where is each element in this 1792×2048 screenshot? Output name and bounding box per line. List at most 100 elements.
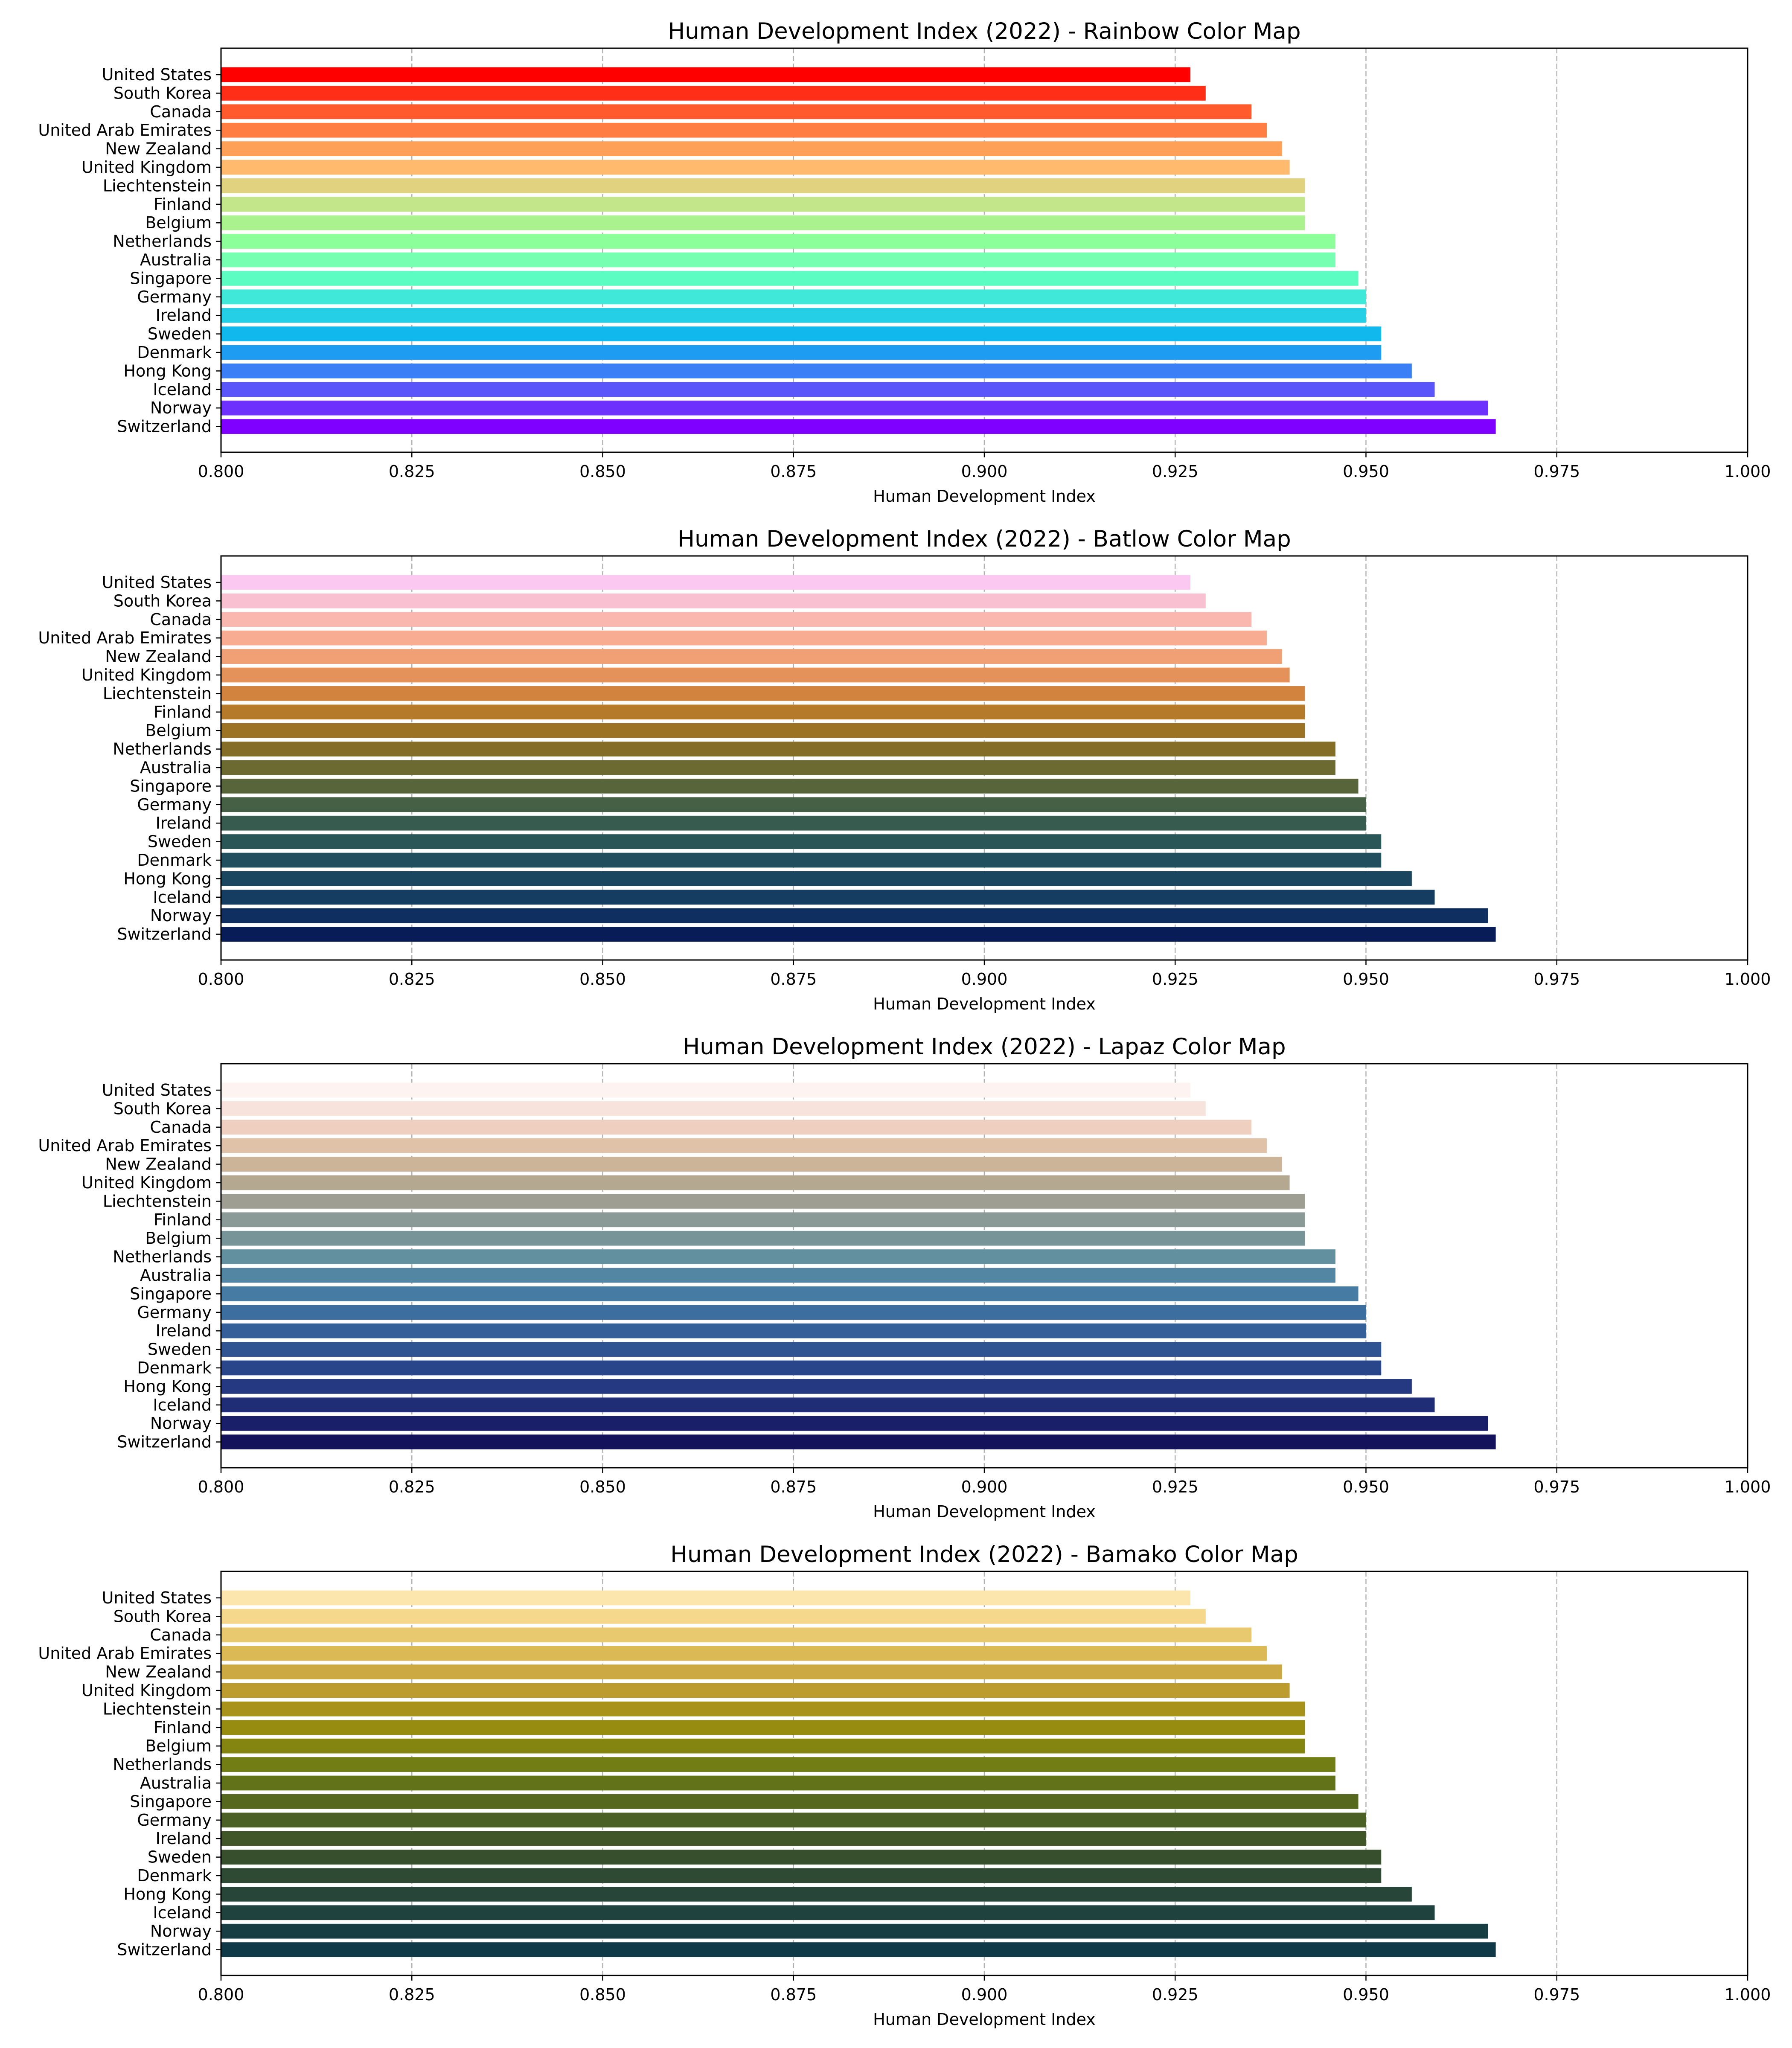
category-label: Iceland	[153, 380, 212, 399]
category-label: Sweden	[148, 1340, 212, 1359]
bar	[221, 1120, 1252, 1135]
category-label: Netherlands	[113, 1755, 212, 1774]
x-tick-label: 1.000	[1725, 462, 1771, 481]
bar	[221, 1379, 1412, 1394]
bar	[221, 1360, 1382, 1376]
bar	[221, 1609, 1206, 1624]
x-tick-label: 0.925	[1152, 462, 1199, 481]
bar	[221, 760, 1335, 775]
bar	[221, 400, 1488, 416]
category-label: Australia	[140, 758, 212, 777]
bar	[221, 1249, 1335, 1264]
category-label: Denmark	[137, 1866, 212, 1885]
category-label: New Zealand	[105, 647, 212, 666]
chart-title: Human Development Index (2022) - Bamako …	[670, 1542, 1298, 1568]
category-label: Liechtenstein	[103, 176, 212, 195]
category-label: Canada	[150, 1118, 212, 1137]
chart-title: Human Development Index (2022) - Rainbow…	[668, 18, 1300, 44]
bar	[221, 197, 1305, 212]
category-label: Liechtenstein	[103, 1699, 212, 1718]
category-label: South Korea	[113, 1099, 212, 1118]
x-tick-label: 0.825	[389, 1478, 435, 1496]
x-tick-label: 0.975	[1533, 970, 1580, 989]
category-label: Belgium	[145, 213, 212, 232]
bar	[221, 1850, 1382, 1865]
bar	[221, 1887, 1412, 1902]
bar	[221, 326, 1382, 341]
bar	[221, 1268, 1335, 1283]
category-label: United States	[102, 1588, 212, 1607]
category-label: Canada	[150, 1626, 212, 1644]
category-label: Finland	[154, 1210, 212, 1229]
category-label: Belgium	[145, 1229, 212, 1248]
bar	[221, 612, 1252, 627]
bar	[221, 252, 1335, 268]
category-label: Canada	[150, 610, 212, 629]
bar	[221, 1923, 1488, 1939]
chart-panel-3: Human Development Index (2022) - Lapaz C…	[38, 1034, 1771, 1521]
x-tick-label: 0.950	[1343, 1985, 1389, 2004]
bar	[221, 382, 1435, 397]
x-tick-label: 0.900	[961, 970, 1008, 989]
bar	[221, 890, 1435, 905]
bar	[221, 593, 1206, 608]
category-label: Belgium	[145, 721, 212, 740]
category-label: Singapore	[130, 1284, 212, 1303]
chart-title: Human Development Index (2022) - Batlow …	[678, 526, 1291, 552]
bar	[221, 1812, 1366, 1828]
category-label: United Arab Emirates	[38, 628, 212, 647]
bar	[221, 1905, 1435, 1920]
bar	[221, 575, 1191, 590]
category-label: United States	[102, 1081, 212, 1100]
bar	[221, 742, 1335, 756]
category-label: Iceland	[153, 1903, 212, 1922]
category-label: Sweden	[148, 325, 212, 343]
category-label: United Kingdom	[81, 1173, 212, 1192]
category-label: Australia	[140, 1266, 212, 1285]
x-tick-label: 0.800	[198, 1985, 244, 2004]
category-label: Liechtenstein	[103, 684, 212, 703]
x-tick-label: 0.950	[1343, 462, 1389, 481]
bar	[221, 1305, 1366, 1320]
bar	[221, 178, 1305, 193]
x-tick-label: 0.825	[389, 462, 435, 481]
x-axis-label: Human Development Index	[873, 2010, 1096, 2029]
bar	[221, 122, 1267, 138]
bar	[221, 1416, 1488, 1431]
category-label: Singapore	[130, 777, 212, 795]
category-label: Netherlands	[113, 232, 212, 251]
category-label: Hong Kong	[123, 361, 212, 380]
category-label: Germany	[137, 1303, 212, 1322]
bar	[221, 1286, 1359, 1301]
category-label: Hong Kong	[123, 869, 212, 888]
category-label: Denmark	[137, 1359, 212, 1377]
category-label: Norway	[150, 906, 212, 925]
bar	[221, 67, 1191, 82]
chart-panel-2: Human Development Index (2022) - Batlow …	[38, 526, 1771, 1013]
category-label: United Arab Emirates	[38, 1644, 212, 1663]
category-label: United Arab Emirates	[38, 121, 212, 140]
x-tick-label: 0.975	[1533, 462, 1580, 481]
category-label: Finland	[154, 195, 212, 214]
bar	[221, 908, 1488, 923]
bar	[221, 1702, 1305, 1716]
bar	[221, 649, 1282, 664]
bar	[221, 871, 1412, 886]
category-label: Australia	[140, 1774, 212, 1792]
category-label: Canada	[150, 102, 212, 121]
category-label: South Korea	[113, 591, 212, 610]
category-label: United States	[102, 65, 212, 84]
bar	[221, 1434, 1496, 1449]
bar	[221, 1397, 1435, 1413]
bar	[221, 1794, 1359, 1809]
category-label: New Zealand	[105, 140, 212, 158]
category-label: Switzerland	[117, 1433, 212, 1452]
x-axis-label: Human Development Index	[873, 995, 1096, 1013]
bar	[221, 308, 1366, 323]
bar	[221, 86, 1206, 101]
x-tick-label: 0.875	[770, 1478, 817, 1496]
bar	[221, 1194, 1305, 1209]
x-tick-label: 0.850	[579, 462, 626, 481]
category-label: Switzerland	[117, 1940, 212, 1959]
